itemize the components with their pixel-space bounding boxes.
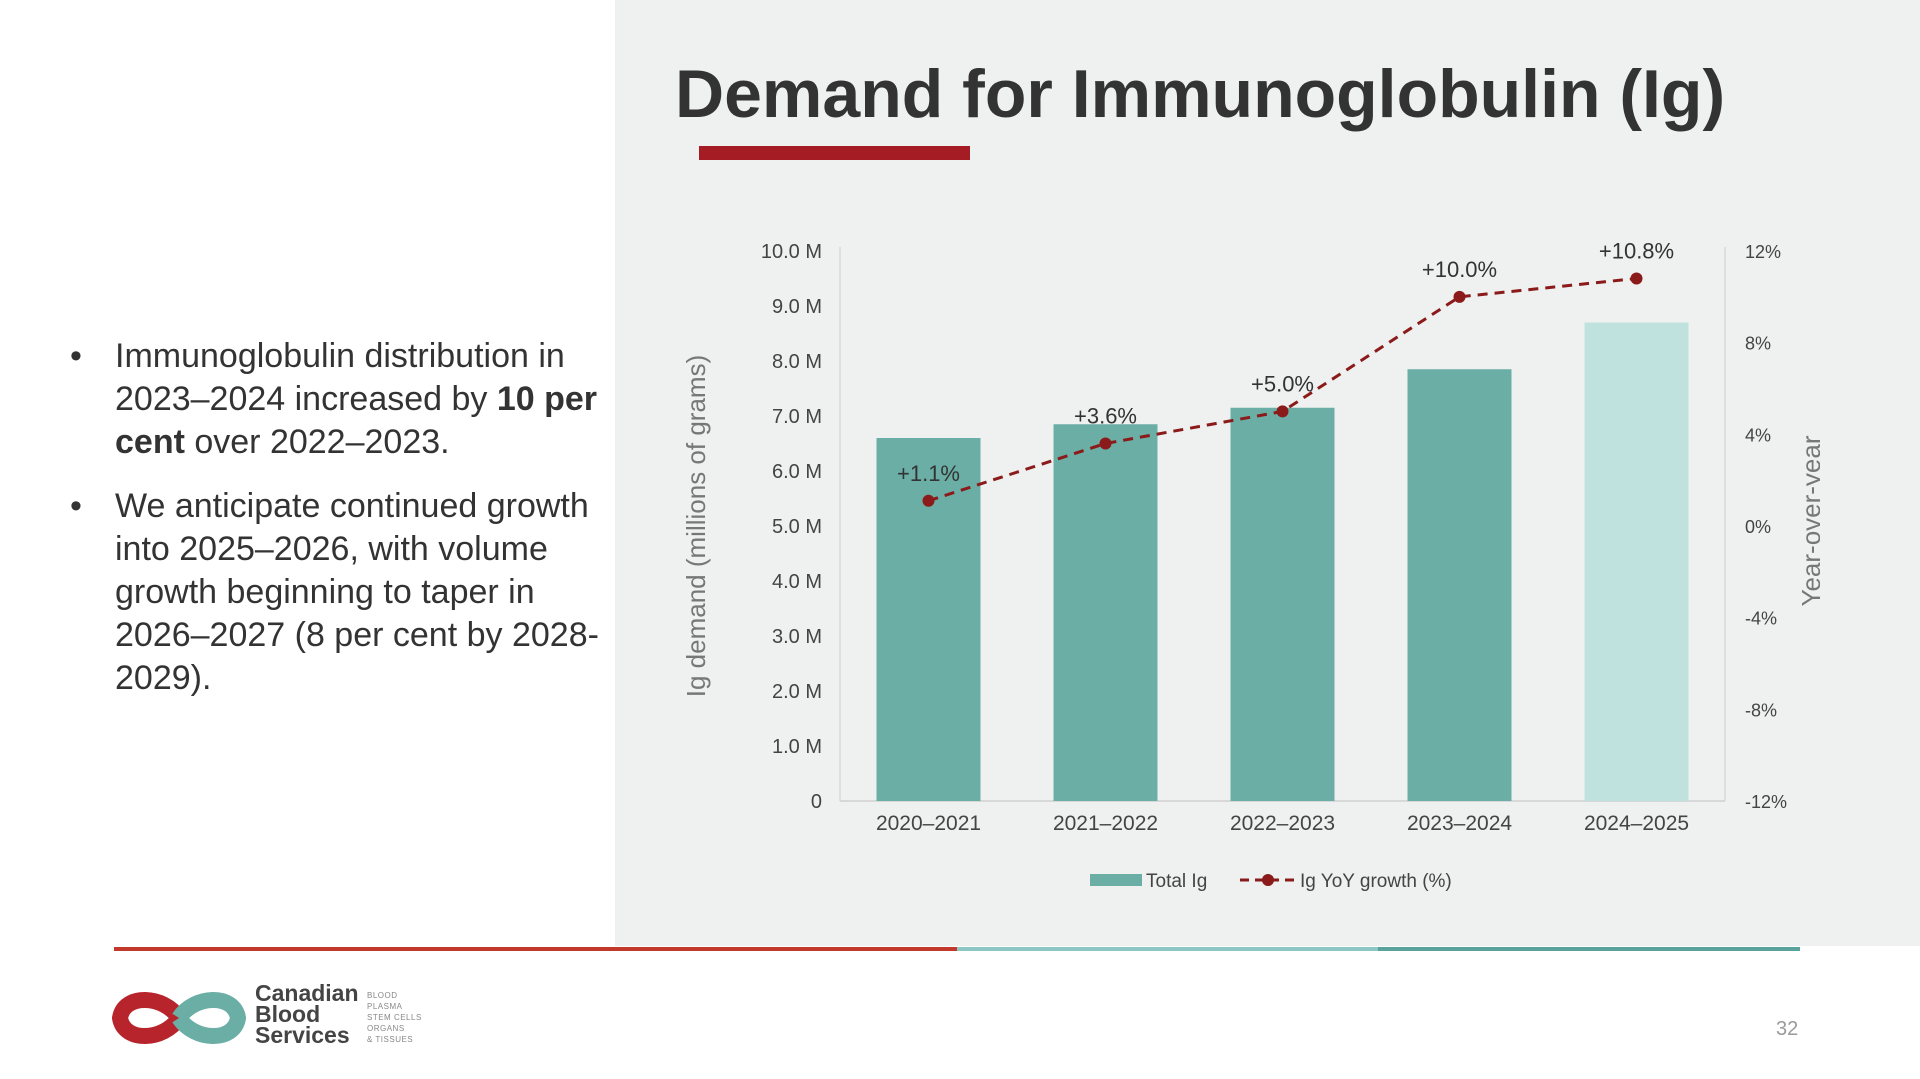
y-tick-label: 7.0 M [772,406,822,428]
logo-tag-3: STEM CELLS [367,1013,422,1022]
y-axis-title: Ig demand (millions of grams) [681,355,711,697]
y-tick-label: 3.0 M [772,626,822,648]
logo-wordmark: Canadian Blood Services [255,980,359,1048]
growth-data-label: +10.8% [1599,239,1674,264]
legend-label-bars: Total Ig [1146,871,1207,892]
slide-title: Demand for Immunoglobulin (Ig) [675,56,1726,132]
x-tick-label: 2023–2024 [1407,812,1512,835]
footer-rule-red [114,947,957,951]
logo-tag-5: & TISSUES [367,1035,414,1044]
bar [1584,322,1689,801]
y-tick-label: 0 [811,791,822,813]
page-number: 32 [1776,1018,1799,1040]
growth-data-label: +1.1% [897,461,960,486]
x-tick-label: 2022–2023 [1230,812,1335,835]
bullet-1-text-end: over 2022–2023. [184,423,450,461]
logo-tag-1: BLOOD [367,991,398,1000]
y-tick-label: 10.0 M [761,241,822,263]
chart-svg: 0 1.0 M 2.0 M 3.0 M 4.0 M 5.0 M 6.0 M 7.0 M 8.0 … [681,239,1820,893]
growth-point [1453,290,1466,303]
legend-swatch-point [1262,874,1274,886]
y2-tick-label: 0% [1745,517,1771,537]
y-tick-label: 4.0 M [772,571,822,593]
y2-tick-label: -4% [1745,609,1777,629]
y2-tick-label: 8% [1745,334,1771,354]
x-tick-label: 2024–2025 [1584,812,1689,835]
growth-data-label: +5.0% [1251,371,1314,396]
bullet-marker: • [70,487,82,525]
infinity-logo-icon [111,992,247,1044]
y2-tick-label: -8% [1745,700,1777,720]
logo-tag-4: ORGANS [367,1024,405,1033]
logo-tag-2: PLASMA [367,1002,403,1011]
y2-tick-label: 4% [1745,425,1771,445]
bullet-item-1: • Immunoglobulin distribution in 2023–20… [70,335,630,464]
growth-data-label: +10.0% [1422,257,1497,282]
y-tick-label: 6.0 M [772,461,822,483]
bullet-list: • Immunoglobulin distribution in 2023–20… [70,335,630,721]
ig-demand-chart: 0 1.0 M 2.0 M 3.0 M 4.0 M 5.0 M 6.0 M 7.0 M 8.0 … [660,225,1820,905]
y-tick-label: 5.0 M [772,516,822,538]
growth-point [1630,272,1643,285]
footer-rule-dark-teal [1378,947,1800,951]
bullet-item-2: • We anticipate continued growth into 20… [70,485,630,700]
y2-tick-label: -12% [1745,792,1787,812]
x-tick-label: 2021–2022 [1053,812,1158,835]
y2-tick-label: 12% [1745,242,1781,262]
logo-tagline: BLOOD PLASMA STEM CELLS ORGANS & TISSUES [367,990,422,1045]
y-tick-label: 2.0 M [772,681,822,703]
growth-data-label: +3.6% [1074,404,1137,429]
bullet-1-bold-text: 10 per cent [115,380,598,461]
y-tick-label: 1.0 M [772,736,822,758]
growth-point [1276,405,1289,418]
bar [1053,424,1158,801]
title-underline [699,146,970,160]
logo-line-2: Blood [255,1001,321,1027]
canadian-blood-services-logo: Canadian Blood Services BLOOD PLASMA STE… [111,980,452,1053]
growth-point [1099,437,1112,450]
bullet-1-text-start: Immunoglobulin distribution in 2023–2024… [115,337,565,418]
legend-swatch-bars [1090,874,1142,886]
bar [876,438,981,801]
logo-line-1: Canadian [255,980,359,1006]
x-tick-label: 2020–2021 [876,812,981,835]
logo-line-3: Services [255,1022,350,1048]
bar [1230,407,1335,801]
footer-rule-teal [957,947,1378,951]
bullet-2-text: We anticipate continued growth into 2025… [115,487,599,697]
y-tick-label: 8.0 M [772,351,822,373]
bullet-marker: • [70,337,82,375]
growth-point [922,494,935,507]
y-tick-label: 9.0 M [772,296,822,318]
y2-axis-title-line-1: Year-over-year [1796,435,1820,606]
bar [1407,369,1512,801]
legend-label-line: Ig YoY growth (%) [1300,871,1452,892]
